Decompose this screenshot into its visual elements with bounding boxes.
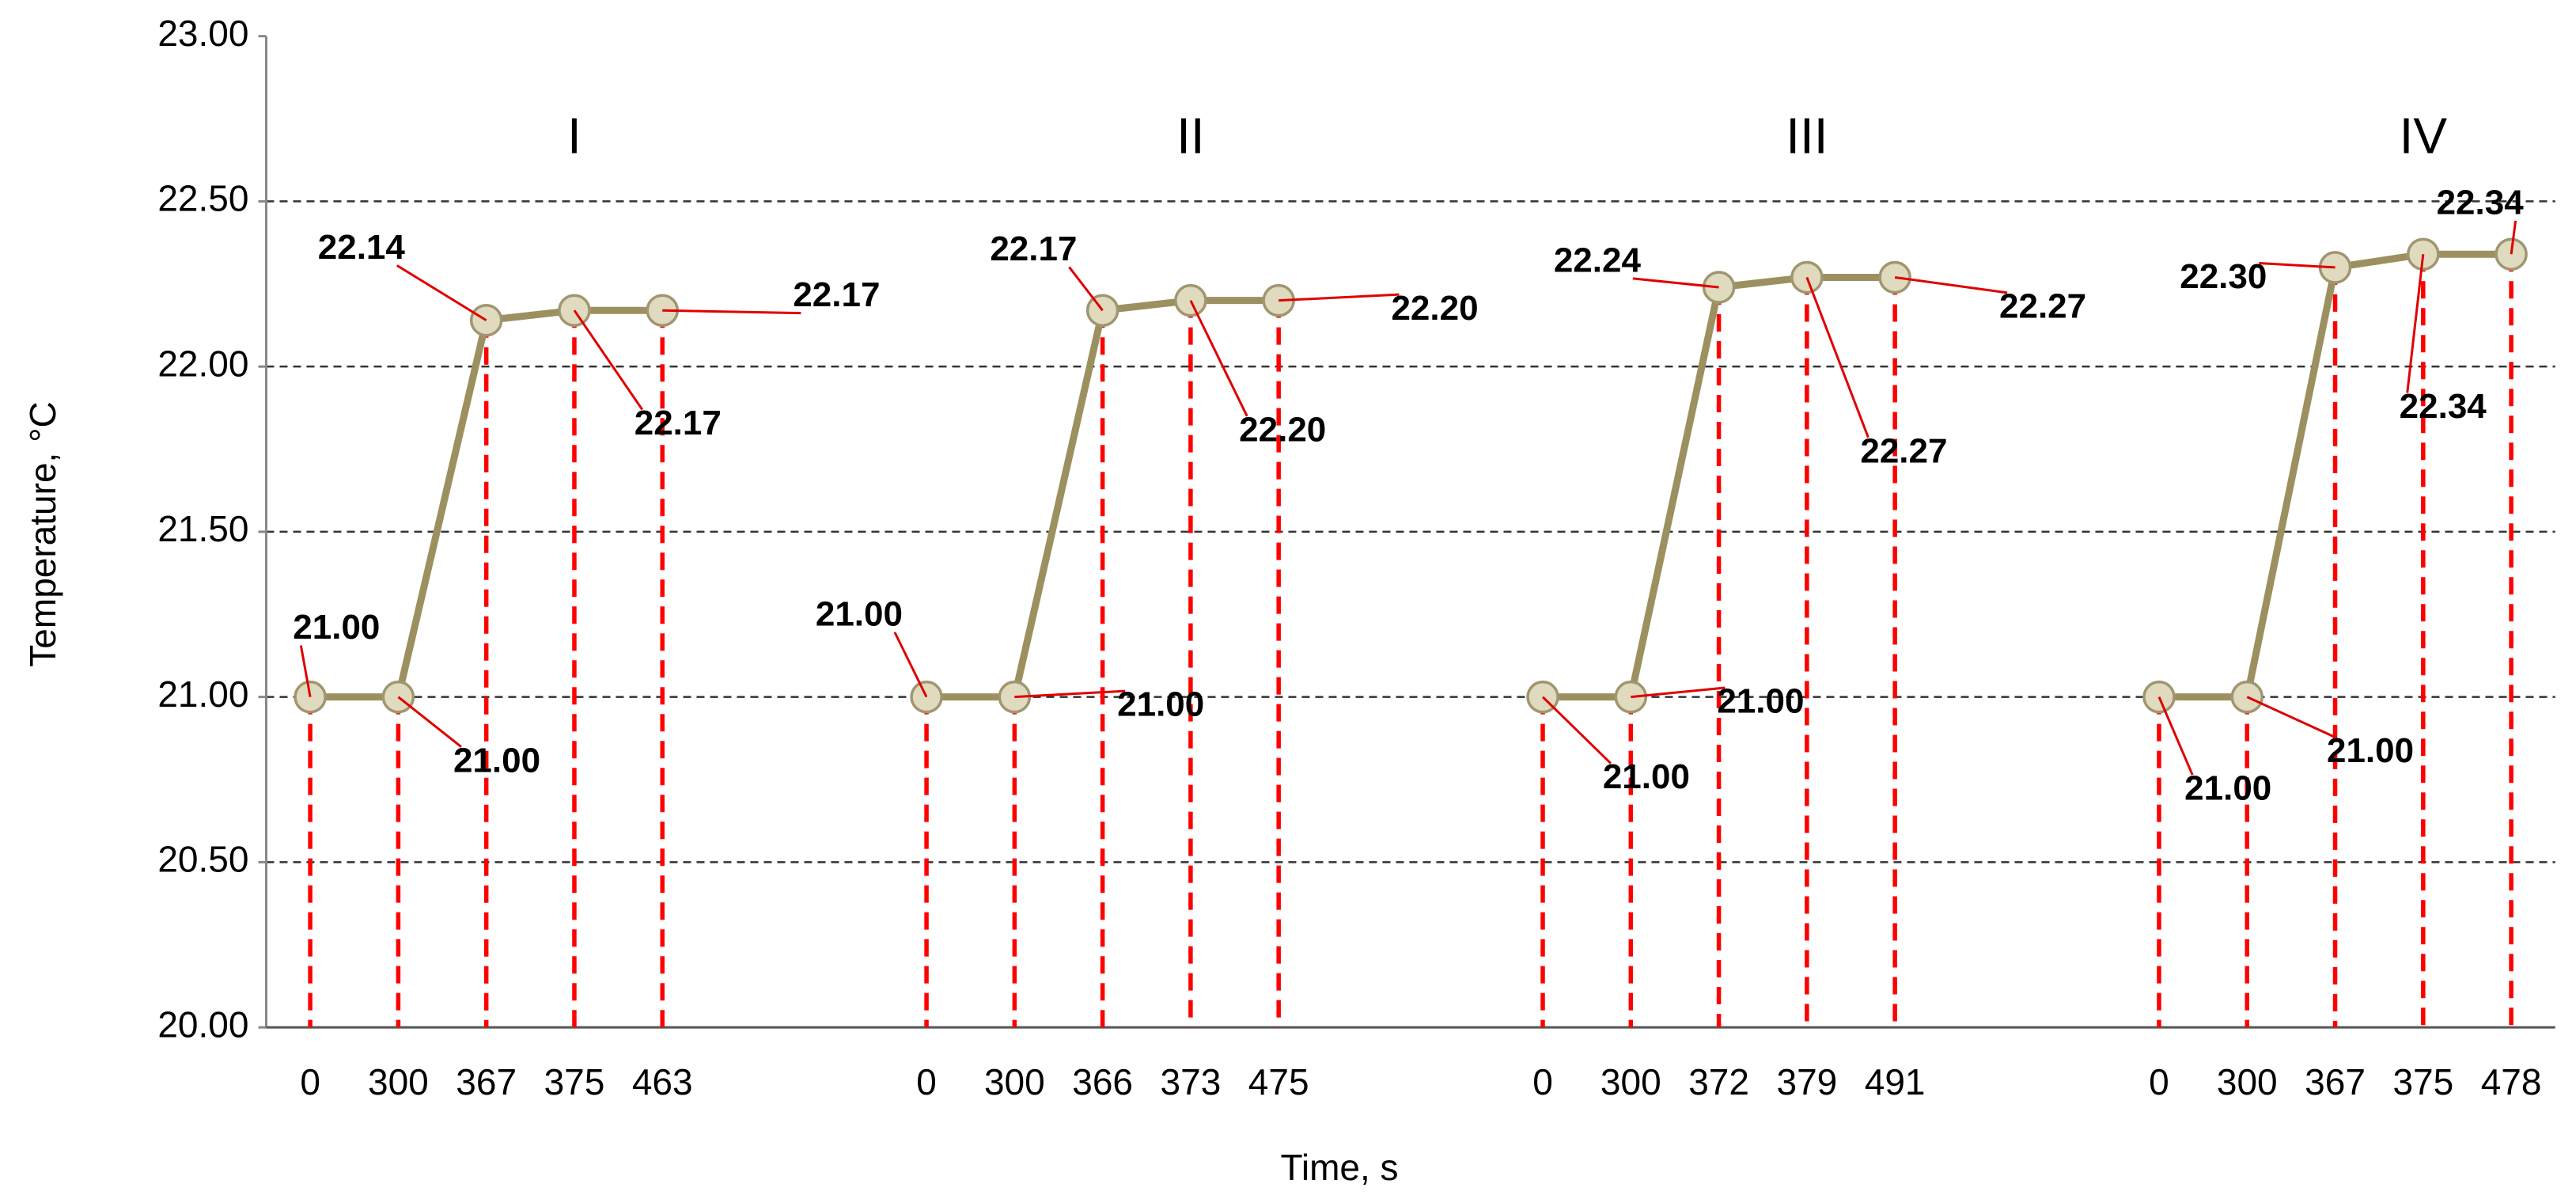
data-label: 21.00 [2184,769,2271,808]
leader-line [2510,220,2517,255]
leader-line [2246,696,2335,738]
data-label: 21.00 [816,595,903,634]
x-tick-label: 475 [1248,1061,1309,1102]
data-label: 22.24 [1554,241,1642,279]
leader-line [1279,293,1400,302]
x-tick-label: 366 [1072,1061,1133,1102]
data-label: 22.34 [2437,184,2525,222]
data-label: 21.00 [1717,682,1804,721]
data-label: 22.27 [1860,431,1947,470]
y-tick-label: 22.50 [157,178,248,219]
data-label: 22.17 [990,230,1077,268]
x-tick-label: 372 [1688,1061,1749,1102]
data-label: 21.00 [453,741,540,780]
leader-line [2406,254,2425,393]
y-tick-label: 22.00 [157,343,248,384]
y-tick-label: 20.50 [157,839,248,880]
x-tick-label: 0 [1532,1061,1553,1102]
data-label: 22.14 [318,228,406,267]
leader-line [1068,266,1104,312]
leader-line [1014,689,1126,699]
leader-line [1631,686,1726,699]
x-tick-label: 367 [456,1061,517,1102]
leader-line [2259,261,2335,269]
data-label: 22.20 [1391,289,1478,328]
data-label: 22.17 [793,275,880,314]
x-tick-label: 373 [1161,1061,1222,1102]
leader-line [396,264,487,322]
y-tick-label: 21.00 [157,673,248,715]
leader-line [1541,696,1612,765]
y-axis-title: Temperature, °C [22,401,63,666]
data-label: 22.27 [1999,287,2086,326]
x-tick-label: 300 [984,1061,1045,1102]
data-label: 22.34 [2400,387,2487,426]
x-tick-label: 300 [1601,1061,1661,1102]
leader-line [662,309,801,315]
group-label: III [1786,107,1828,164]
data-label: 21.00 [1603,757,1690,796]
data-label: 21.00 [1117,685,1204,724]
leader-line [1189,300,1248,417]
x-tick-label: 478 [2481,1061,2542,1102]
y-tick-label: 20.00 [157,1004,248,1045]
y-tick-label: 23.00 [157,13,248,54]
data-label: 22.17 [635,404,722,442]
data-label: 22.30 [2180,257,2267,296]
leader-line [397,696,462,748]
x-tick-label: 491 [1865,1061,1926,1102]
x-tick-label: 367 [2305,1061,2366,1102]
leader-line [299,645,312,697]
leader-line [1894,275,2008,294]
x-tick-label: 463 [632,1061,693,1102]
data-label: 21.00 [293,608,380,647]
leader-line [1632,277,1719,289]
x-tick-label: 379 [1776,1061,1837,1102]
x-tick-label: 0 [916,1061,937,1102]
data-label: 21.00 [2327,731,2414,770]
x-tick-label: 300 [368,1061,429,1102]
group-label: II [1176,107,1205,164]
x-tick-label: 0 [2149,1061,2169,1102]
group-label: IV [2400,107,2448,164]
x-tick-label: 300 [2217,1061,2278,1102]
x-tick-label: 375 [2392,1061,2453,1102]
x-tick-label: 0 [300,1061,320,1102]
group-label: I [567,107,581,164]
y-tick-label: 21.50 [157,508,248,549]
x-axis-title: Time, s [1280,1147,1398,1188]
x-tick-label: 375 [544,1061,605,1102]
leader-line [1805,276,1869,438]
leader-line [893,632,928,698]
leader-line [573,309,644,411]
data-label: 22.20 [1239,410,1326,449]
leader-line [2157,696,2194,776]
